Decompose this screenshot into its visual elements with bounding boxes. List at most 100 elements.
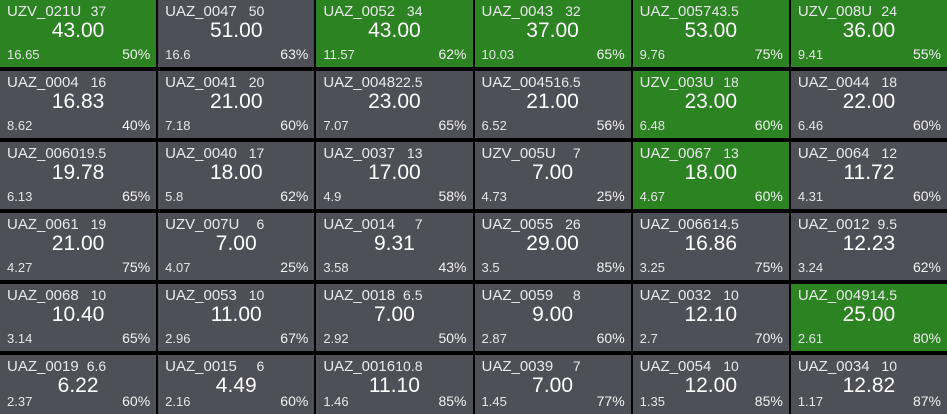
tile-name: UZV_007U: [165, 216, 240, 233]
tile-percent: 80%: [912, 330, 941, 346]
tile-quantity: 26: [565, 216, 581, 232]
grid-tile[interactable]: UAZ_0055 26 29.00 3.5 85%: [474, 213, 631, 280]
grid-tile[interactable]: UAZ_0045 16.5 21.00 6.52 56%: [474, 71, 631, 138]
grid-tile[interactable]: UAZ_0018 6.5 7.00 2.92 50%: [316, 284, 473, 351]
grid-tile[interactable]: UAZ_0037 13 17.00 4.9 58%: [316, 142, 473, 209]
tile-name: UAZ_0019: [7, 358, 79, 375]
tile-subvalue: 6.48: [639, 118, 665, 133]
tile-price: 21.00: [209, 90, 263, 113]
grid-tile[interactable]: UAZ_0004 16 16.83 8.62 40%: [0, 71, 157, 138]
tile-price: 9.00: [532, 303, 574, 326]
tile-price: 21.00: [51, 232, 105, 255]
grid-tile[interactable]: UAZ_0012 9.5 12.23 3.24 62%: [790, 213, 947, 280]
tile-price: 53.00: [684, 19, 738, 42]
tile-subvalue: 1.17: [797, 394, 824, 409]
tile-price: 17.00: [368, 161, 421, 184]
grid-tile[interactable]: UAZ_0032 10 12.10 2.7 70%: [632, 284, 789, 351]
grid-tile[interactable]: UAZ_0057 43.5 53.00 9.76 75%: [632, 0, 789, 67]
tile-price: 4.49: [215, 374, 257, 397]
grid-tile[interactable]: UAZ_0047 50 51.00 16.6 63%: [158, 0, 315, 67]
grid-tile[interactable]: UAZ_0048 22.5 23.00 7.07 65%: [316, 71, 473, 138]
tile-quantity: 10: [723, 358, 739, 374]
tile-name: UAZ_0049: [797, 287, 870, 304]
grid-tile[interactable]: UZV_005U 7 7.00 4.73 25%: [474, 142, 631, 209]
grid-tile[interactable]: UAZ_0016 10.8 11.10 1.46 85%: [316, 355, 473, 414]
grid-tile[interactable]: UAZ_0041 20 21.00 7.18 60%: [158, 71, 315, 138]
tile-name: UAZ_0054: [639, 358, 712, 375]
tile-percent: 87%: [912, 393, 941, 409]
tile-subvalue: 2.96: [165, 331, 191, 346]
tile-subvalue: 2.92: [323, 331, 349, 346]
tile-percent: 65%: [596, 46, 625, 62]
tile-quantity: 16: [90, 74, 107, 90]
grid-tile[interactable]: UAZ_0014 7 9.31 3.58 43%: [316, 213, 473, 280]
grid-tile[interactable]: UAZ_0060 19.5 19.78 6.13 65%: [0, 142, 157, 209]
tile-subvalue: 16.65: [7, 47, 40, 62]
tile-percent: 60%: [912, 117, 941, 133]
tile-price: 43.00: [51, 19, 105, 42]
tile-subvalue: 3.14: [7, 331, 33, 346]
grid-tile[interactable]: UAZ_0059 8 9.00 2.87 60%: [474, 284, 631, 351]
grid-tile[interactable]: UAZ_0049 14.5 25.00 2.61 80%: [790, 284, 947, 351]
grid-tile[interactable]: UAZ_0064 12 11.72 4.31 60%: [790, 142, 947, 209]
tile-quantity: 19.5: [78, 145, 107, 161]
tile-percent: 75%: [122, 259, 151, 275]
grid-tile[interactable]: UZV_007U 6 7.00 4.07 25%: [158, 213, 315, 280]
grid-tile[interactable]: UAZ_0044 18 22.00 6.46 60%: [790, 71, 947, 138]
tile-price: 51.00: [209, 19, 263, 42]
grid-tile[interactable]: UAZ_0054 10 12.00 1.35 85%: [632, 355, 789, 414]
tile-percent: 40%: [122, 117, 151, 133]
tile-percent: 70%: [754, 330, 783, 346]
tile-quantity: 17: [248, 145, 265, 161]
tile-quantity: 37: [90, 3, 107, 19]
tile-quantity: 12: [881, 145, 897, 161]
grid-tile[interactable]: UAZ_0066 14.5 16.86 3.25 75%: [632, 213, 789, 280]
tile-subvalue: 8.62: [7, 118, 33, 133]
tile-subvalue: 4.9: [323, 189, 342, 204]
tile-name: UZV_021U: [7, 3, 82, 20]
grid-tile[interactable]: UAZ_0034 10 12.82 1.17 87%: [790, 355, 947, 414]
tile-price: 7.00: [373, 303, 415, 326]
grid-tile[interactable]: UZV_003U 18 23.00 6.48 60%: [632, 71, 789, 138]
tile-percent: 60%: [280, 117, 309, 133]
tile-percent: 62%: [438, 46, 467, 62]
tile-price: 43.00: [368, 19, 421, 42]
tile-subvalue: 6.52: [481, 118, 507, 133]
tile-price: 23.00: [368, 90, 421, 113]
tile-percent: 50%: [122, 46, 151, 62]
grid-tile[interactable]: UAZ_0052 34 43.00 11.57 62%: [316, 0, 473, 67]
tile-name: UZV_008U: [797, 3, 873, 20]
grid-tile[interactable]: UAZ_0068 10 10.40 3.14 65%: [0, 284, 157, 351]
tile-percent: 60%: [754, 188, 783, 204]
grid-tile[interactable]: UAZ_0019 6.6 6.22 2.37 60%: [0, 355, 157, 414]
tile-price: 11.00: [210, 303, 262, 326]
tile-percent: 25%: [596, 188, 625, 204]
grid-tile[interactable]: UZV_021U 37 43.00 16.65 50%: [0, 0, 157, 67]
tile-name: UAZ_0014: [323, 216, 396, 233]
tile-price: 22.00: [842, 90, 896, 113]
tile-percent: 60%: [596, 330, 625, 346]
tile-price: 23.00: [684, 90, 738, 113]
tile-quantity: 34: [406, 3, 423, 19]
grid-tile[interactable]: UAZ_0061 19 21.00 4.27 75%: [0, 213, 157, 280]
tile-name: UAZ_0068: [7, 287, 79, 304]
tile-price: 18.00: [684, 161, 738, 184]
grid-tile[interactable]: UAZ_0040 17 18.00 5.8 62%: [158, 142, 315, 209]
grid-tile[interactable]: UAZ_0043 32 37.00 10.03 65%: [474, 0, 631, 67]
grid-tile[interactable]: UAZ_0015 6 4.49 2.16 60%: [158, 355, 315, 414]
tile-quantity: 6.6: [86, 358, 107, 374]
tile-percent: 85%: [754, 393, 783, 409]
grid-tile[interactable]: UZV_008U 24 36.00 9.41 55%: [790, 0, 947, 67]
tile-quantity: 7: [414, 216, 423, 232]
tile-name: UAZ_0045: [481, 74, 554, 91]
tile-quantity: 14.5: [711, 216, 739, 232]
tile-percent: 60%: [754, 117, 783, 133]
tile-name: UAZ_0032: [639, 287, 712, 304]
grid-tile[interactable]: UAZ_0067 13 18.00 4.67 60%: [632, 142, 789, 209]
tile-price: 9.31: [373, 232, 415, 255]
grid-tile[interactable]: UAZ_0053 10 11.00 2.96 67%: [158, 284, 315, 351]
grid-tile[interactable]: UAZ_0039 7 7.00 1.45 77%: [474, 355, 631, 414]
tile-subvalue: 1.35: [639, 394, 665, 409]
tile-subvalue: 1.46: [323, 394, 349, 409]
tile-name: UAZ_0048: [323, 74, 396, 91]
